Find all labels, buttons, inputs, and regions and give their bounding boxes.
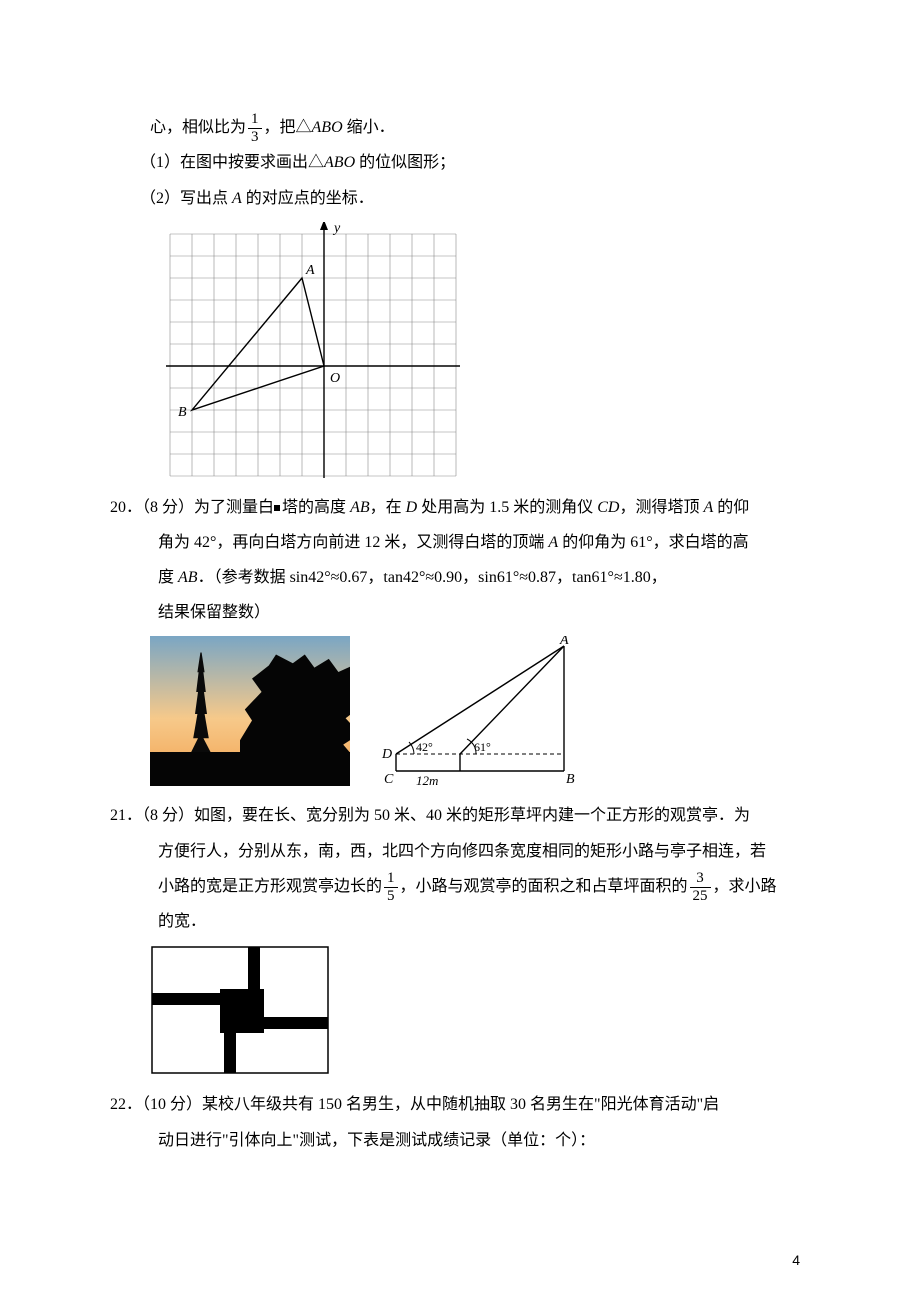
text: 角为 42°，再向白塔方向前进 12 米，又测得白塔的顶端 xyxy=(158,534,548,551)
triangle-diagram: 42° 61° A B CD 12m xyxy=(374,636,584,786)
text: ，小路与观赏亭的面积之和占草坪面积的 xyxy=(400,878,688,895)
park-figure xyxy=(150,945,810,1075)
grid-svg: OxyAB xyxy=(150,222,460,478)
seg-CD: CD xyxy=(597,499,619,516)
q19-sub1: （1）在图中按要求画出△ABO 的位似图形； xyxy=(110,145,810,180)
fraction-1-3: 13 xyxy=(248,111,262,145)
point-A: A xyxy=(548,534,558,551)
text: 塔的高度 xyxy=(282,499,350,516)
svg-text:A: A xyxy=(559,636,569,648)
point-A: A xyxy=(703,499,713,516)
question-20: 20．（8 分）为了测量白塔的高度 AB，在 D 处用高为 1.5 米的测角仪 … xyxy=(110,490,810,631)
svg-text:61°: 61° xyxy=(474,740,491,754)
triangle-name: ABO xyxy=(324,154,355,171)
svg-text:A: A xyxy=(305,263,315,278)
svg-text:42°: 42° xyxy=(416,740,433,754)
text: ．（参考数据 sin42°≈0.67，tan42°≈0.90，sin61°≈0.… xyxy=(198,569,667,586)
fraction-1-5: 15 xyxy=(384,870,398,904)
text: 动日进行"引体向上"测试，下表是测试成绩记录（单位：个）： xyxy=(158,1132,595,1149)
text: 的宽． xyxy=(158,913,206,930)
question-22: 22．（10 分）某校八年级共有 150 名男生，从中随机抽取 30 名男生在"… xyxy=(110,1087,810,1157)
text: 心，相似比为 xyxy=(150,119,246,136)
page-number: 4 xyxy=(792,1245,800,1276)
q20-points: （8 分） xyxy=(142,499,194,516)
text: 为了测量白 xyxy=(194,499,274,516)
text: 的仰角为 61°，求白塔的高 xyxy=(558,534,748,551)
q20-number: 20． xyxy=(110,499,142,516)
triangle-name: ABO xyxy=(312,119,343,136)
svg-text:D: D xyxy=(381,747,392,762)
coordinate-grid-figure: OxyAB xyxy=(150,222,810,478)
text: 某校八年级共有 150 名男生，从中随机抽取 30 名男生在"阳光体育活动"启 xyxy=(202,1096,719,1113)
text: 的位似图形； xyxy=(355,154,455,171)
text: 的仰 xyxy=(713,499,749,516)
q20-figures: 42° 61° A B CD 12m xyxy=(150,636,810,786)
text: 缩小． xyxy=(343,119,395,136)
text: 度 xyxy=(158,569,178,586)
text: 处用高为 1.5 米的测角仪 xyxy=(417,499,597,516)
q22-number: 22． xyxy=(110,1096,142,1113)
svg-text:y: y xyxy=(332,222,341,236)
fraction-3-25: 325 xyxy=(690,870,711,904)
text: 的对应点的坐标． xyxy=(242,190,374,207)
tower-photo xyxy=(150,636,350,786)
point-D: D xyxy=(406,499,418,516)
text: （2）写出点 xyxy=(140,190,232,207)
text: ，测得塔顶 xyxy=(619,499,703,516)
q19-sub2: （2）写出点 A 的对应点的坐标． xyxy=(110,181,810,216)
park-svg xyxy=(150,945,330,1075)
text: ，把△ xyxy=(264,119,312,136)
q19-continuation: 心，相似比为13，把△ABO 缩小． xyxy=(110,110,810,145)
svg-text:B: B xyxy=(566,772,575,786)
q21-number: 21． xyxy=(110,807,142,824)
text: 方便行人，分别从东，南，西，北四个方向修四条宽度相同的矩形小路与亭子相连，若 xyxy=(158,843,766,860)
text: ，在 xyxy=(370,499,406,516)
q21-points: （8 分） xyxy=(142,807,194,824)
svg-text:12m: 12m xyxy=(416,773,438,786)
text: 如图，要在长、宽分别为 50 米、40 米的矩形草坪内建一个正方形的观赏亭．为 xyxy=(194,807,750,824)
text: 小路的宽是正方形观赏亭边长的 xyxy=(158,878,382,895)
blank-icon xyxy=(274,505,280,511)
q22-points: （10 分） xyxy=(142,1096,202,1113)
question-21: 21．（8 分）如图，要在长、宽分别为 50 米、40 米的矩形草坪内建一个正方… xyxy=(110,798,810,939)
seg-AB: AB xyxy=(350,499,370,516)
text: 结果保留整数） xyxy=(158,604,270,621)
text: ，求小路 xyxy=(713,878,777,895)
text: （1）在图中按要求画出△ xyxy=(140,154,324,171)
svg-text:B: B xyxy=(178,405,187,420)
seg-AB: AB xyxy=(178,569,198,586)
svg-text:O: O xyxy=(330,371,340,386)
point-A: A xyxy=(232,190,242,207)
svg-text:C: C xyxy=(384,772,394,786)
